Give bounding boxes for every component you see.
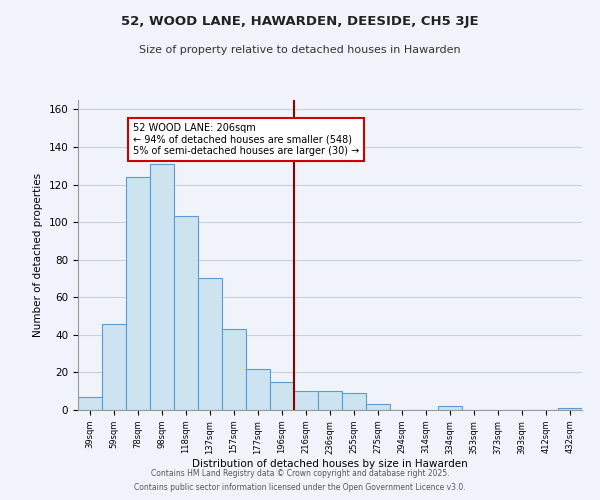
Bar bbox=[270, 382, 294, 410]
Bar bbox=[294, 391, 318, 410]
Y-axis label: Number of detached properties: Number of detached properties bbox=[33, 173, 43, 337]
Text: Contains HM Land Registry data © Crown copyright and database right 2025.: Contains HM Land Registry data © Crown c… bbox=[151, 468, 449, 477]
Bar bbox=[150, 164, 174, 410]
Bar bbox=[174, 216, 198, 410]
Text: Size of property relative to detached houses in Hawarden: Size of property relative to detached ho… bbox=[139, 45, 461, 55]
Bar bbox=[222, 329, 246, 410]
Text: Contains public sector information licensed under the Open Government Licence v3: Contains public sector information licen… bbox=[134, 484, 466, 492]
Bar bbox=[438, 406, 462, 410]
Bar bbox=[78, 397, 102, 410]
Bar bbox=[126, 177, 150, 410]
Bar bbox=[318, 391, 342, 410]
Bar bbox=[342, 393, 366, 410]
Bar bbox=[366, 404, 390, 410]
Text: 52, WOOD LANE, HAWARDEN, DEESIDE, CH5 3JE: 52, WOOD LANE, HAWARDEN, DEESIDE, CH5 3J… bbox=[121, 15, 479, 28]
Text: 52 WOOD LANE: 206sqm
← 94% of detached houses are smaller (548)
5% of semi-detac: 52 WOOD LANE: 206sqm ← 94% of detached h… bbox=[133, 122, 359, 156]
Bar bbox=[558, 408, 582, 410]
Bar bbox=[102, 324, 126, 410]
X-axis label: Distribution of detached houses by size in Hawarden: Distribution of detached houses by size … bbox=[192, 460, 468, 469]
Bar bbox=[246, 368, 270, 410]
Bar bbox=[198, 278, 222, 410]
